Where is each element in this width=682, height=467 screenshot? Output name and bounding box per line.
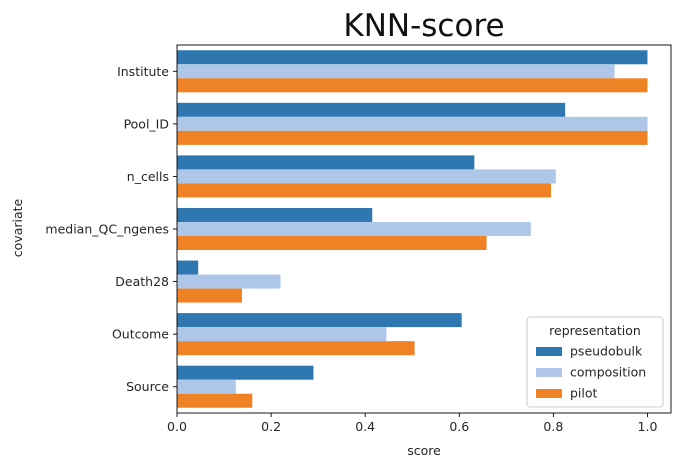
legend-swatch-composition <box>536 368 562 377</box>
axes-group: 0.0 0.2 0.4 0.6 0.8 1.0 Institute Pool_ID n_cell… <box>45 44 672 434</box>
chart-title: KNN-score <box>343 8 504 44</box>
bar-pseudobulk-Institute <box>177 50 648 65</box>
bar-pilot-Outcome <box>177 341 415 356</box>
bar-composition-Institute <box>177 64 615 79</box>
bar-composition-Source <box>177 379 236 394</box>
x-tick-label: 1.0 <box>638 419 658 434</box>
bar-pilot-Pool_ID <box>177 130 648 145</box>
x-tick-label: 0.2 <box>261 419 281 434</box>
bar-composition-Death28 <box>177 274 281 289</box>
bar-pseudobulk-Pool_ID <box>177 102 566 117</box>
legend-label-composition: composition <box>570 365 646 380</box>
y-tick-label: Institute <box>117 64 169 79</box>
bar-pseudobulk-median_QC_ngenes <box>177 207 373 222</box>
legend-label-pseudobulk: pseudobulk <box>570 344 643 359</box>
bar-pseudobulk-Death28 <box>177 260 199 275</box>
x-tick-label: 0.0 <box>167 419 187 434</box>
y-tick-label: Source <box>126 379 169 394</box>
bar-composition-Pool_ID <box>177 116 648 131</box>
bar-pilot-Source <box>177 393 253 408</box>
x-tick-label: 0.4 <box>355 419 375 434</box>
x-tick-label: 0.6 <box>449 419 469 434</box>
y-axis-label: covariate <box>10 198 25 257</box>
y-tick-label: Death28 <box>115 274 169 289</box>
legend: representation pseudobulk composition pilot <box>526 316 664 408</box>
legend-swatch-pilot <box>536 389 562 398</box>
bar-pseudobulk-Outcome <box>177 313 462 328</box>
y-tick-label: Outcome <box>112 327 169 342</box>
legend-title: representation <box>549 323 641 338</box>
x-axis-label: score <box>407 443 441 458</box>
bar-pilot-n_cells <box>177 183 552 198</box>
y-tick-label: n_cells <box>127 169 169 184</box>
bar-composition-Outcome <box>177 327 387 342</box>
bar-composition-n_cells <box>177 169 556 184</box>
bar-pilot-Death28 <box>177 288 242 303</box>
bars-group <box>177 50 648 408</box>
bar-composition-median_QC_ngenes <box>177 221 531 237</box>
legend-swatch-pseudobulk <box>536 347 562 356</box>
legend-box <box>526 316 664 408</box>
y-tick-label: Pool_ID <box>124 116 169 131</box>
y-tick-label: median_QC_ngenes <box>45 222 169 237</box>
bar-pilot-median_QC_ngenes <box>177 236 487 251</box>
legend-label-pilot: pilot <box>570 386 598 401</box>
x-tick-label: 0.8 <box>543 419 563 434</box>
bar-pseudobulk-Source <box>177 365 314 380</box>
bar-pseudobulk-n_cells <box>177 155 475 170</box>
bar-pilot-Institute <box>177 78 648 93</box>
